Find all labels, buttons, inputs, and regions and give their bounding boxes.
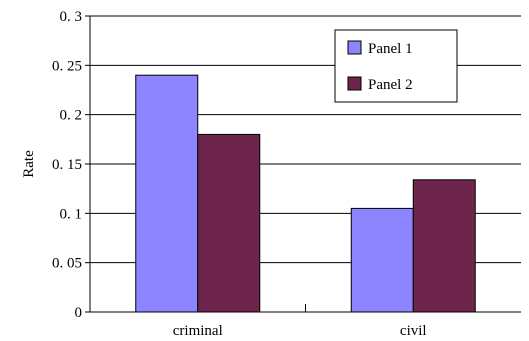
legend: Panel 1 Panel 2 <box>334 29 458 103</box>
legend-label: Panel 1 <box>368 41 413 57</box>
y-tick-label: 0. 1 <box>60 206 83 222</box>
y-tick-label: 0. 15 <box>52 157 82 173</box>
legend-label: Panel 2 <box>368 77 413 93</box>
y-tick-label: 0. 05 <box>52 256 82 272</box>
x-tick-label: civil <box>400 323 427 339</box>
bar-panel-2-civil <box>412 179 476 313</box>
y-tick-label: 0. 2 <box>60 108 83 124</box>
y-tick-label: 0. 25 <box>52 58 82 74</box>
bar-panel-1-criminal <box>135 74 199 313</box>
y-tick-label: 0. 3 <box>60 9 83 25</box>
y-tick-label: 0 <box>75 305 83 321</box>
bar-panel-1-civil <box>350 207 414 313</box>
bars <box>135 74 476 313</box>
x-tick-label: criminal <box>173 323 223 339</box>
x-ticks: criminal civil <box>173 304 427 339</box>
legend-swatch <box>347 40 362 55</box>
y-ticks: 0 0. 05 0. 1 0. 15 0. 2 0. 25 0. 3 <box>52 9 90 321</box>
bar-panel-2-criminal <box>197 133 261 313</box>
legend-swatch <box>347 76 362 91</box>
y-axis-title: Rate <box>21 150 37 178</box>
